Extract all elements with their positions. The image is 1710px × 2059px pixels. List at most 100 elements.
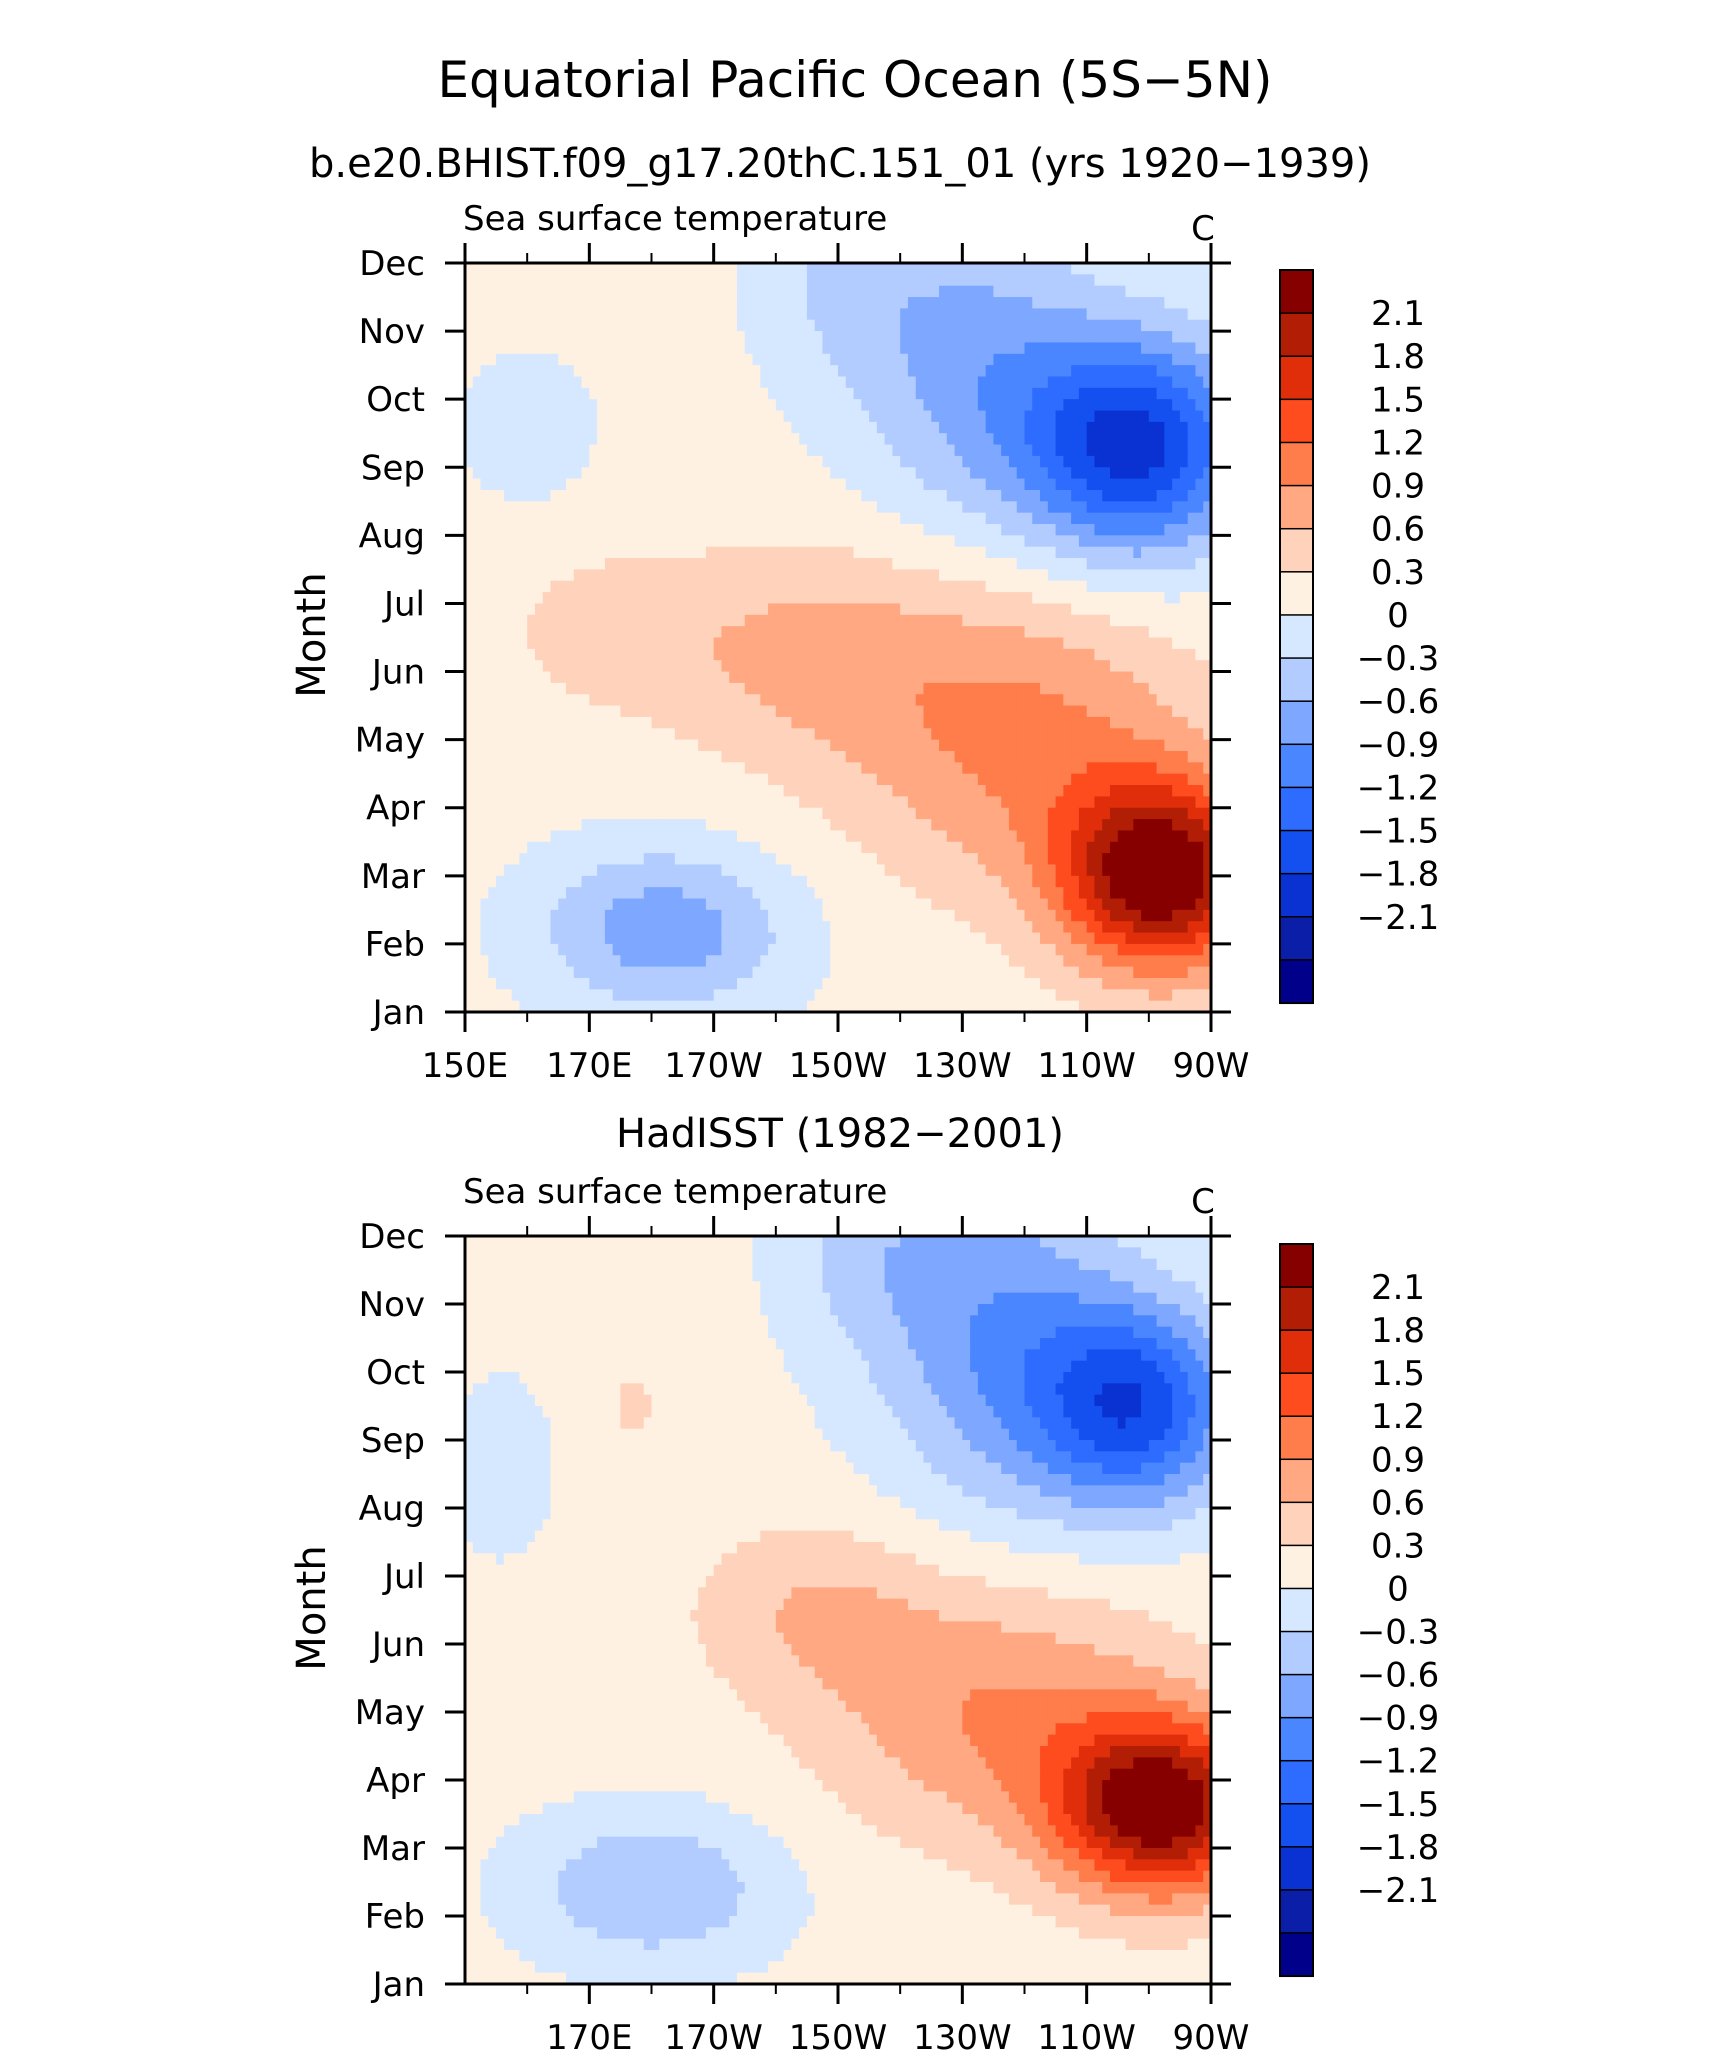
contour-cell: [752, 819, 761, 832]
contour-cell: [752, 512, 761, 525]
contour-cell: [791, 467, 800, 480]
contour-cell: [674, 410, 684, 423]
contour-cell: [775, 762, 785, 775]
contour-cell: [744, 558, 754, 571]
contour-cell: [558, 308, 567, 321]
contour-cell: [651, 421, 660, 434]
contour-cell: [861, 376, 870, 389]
contour-cell: [970, 342, 979, 355]
contour-cell: [729, 592, 738, 605]
contour-cell: [527, 614, 536, 627]
contour-cell: [1125, 467, 1134, 480]
contour-cell: [628, 331, 637, 344]
contour-cell: [1179, 592, 1189, 605]
contour-cell: [768, 342, 777, 355]
contour-cell: [1164, 512, 1173, 525]
contour-cell: [465, 592, 474, 605]
contour-cell: [1032, 728, 1041, 741]
contour-cell: [721, 614, 730, 627]
contour-cell: [620, 682, 629, 695]
contour-cell: [853, 830, 862, 843]
contour-cell: [993, 410, 1002, 423]
contour-cell: [799, 421, 808, 434]
contour-cell: [1125, 524, 1134, 536]
contour-cell: [635, 444, 645, 457]
contour-cell: [1172, 580, 1181, 593]
contour-cell: [1071, 739, 1080, 752]
contour-cell: [830, 489, 839, 502]
contour-cell: [1047, 626, 1057, 639]
contour-cell: [1055, 535, 1064, 548]
contour-cell: [604, 501, 614, 514]
contour-cell: [775, 467, 785, 480]
contour-cell: [581, 830, 590, 843]
contour-cell: [838, 648, 847, 661]
contour-cell: [884, 421, 893, 434]
contour-cell: [760, 455, 769, 468]
contour-cell: [939, 274, 948, 287]
contour-cell: [643, 819, 653, 832]
contour-cell: [1141, 353, 1150, 366]
contour-cell: [1125, 819, 1134, 832]
contour-cell: [1102, 773, 1111, 786]
contour-cell: [1187, 353, 1197, 366]
contour-cell: [713, 750, 723, 763]
contour-cell: [799, 535, 808, 548]
contour-cell: [1195, 308, 1204, 321]
contour-cell: [1094, 444, 1103, 457]
contour-cell: [853, 773, 862, 786]
contour-cell: [534, 342, 544, 355]
contour-cell: [550, 671, 559, 684]
contour-cell: [635, 524, 645, 536]
contour-cell: [1094, 728, 1103, 741]
contour-cell: [830, 660, 839, 673]
contour-cell: [900, 569, 909, 582]
contour-cell: [503, 614, 513, 627]
contour-cell: [1203, 819, 1212, 832]
contour-cell: [915, 614, 925, 627]
contour-cell: [604, 671, 614, 684]
contour-cell: [760, 569, 769, 582]
contour-cell: [604, 841, 614, 854]
contour-cell: [876, 819, 886, 832]
contour-cell: [472, 580, 482, 593]
contour-cell: [1109, 841, 1119, 854]
contour-cell: [884, 807, 893, 820]
contour-cell: [1109, 580, 1119, 593]
contour-cell: [659, 433, 668, 446]
contour-cell: [1032, 274, 1041, 287]
contour-cell: [1032, 535, 1041, 548]
contour-cell: [496, 455, 505, 468]
contour-cell: [1179, 728, 1189, 741]
contour-cell: [993, 637, 1002, 650]
contour-cell: [1071, 478, 1080, 491]
contour-cell: [589, 524, 598, 536]
contour-cell: [643, 365, 653, 378]
contour-cell: [643, 501, 653, 514]
contour-cell: [954, 467, 963, 480]
contour-cell: [1032, 671, 1041, 684]
contour-cell: [869, 603, 878, 616]
contour-cell: [1179, 739, 1189, 752]
contour-cell: [534, 501, 544, 514]
contour-cell: [1094, 421, 1103, 434]
contour-cell: [962, 399, 971, 412]
contour-cell: [900, 626, 909, 639]
contour-cell: [822, 444, 831, 457]
contour-cell: [845, 716, 855, 729]
contour-cell: [690, 762, 699, 775]
contour-cell: [900, 331, 909, 344]
contour-cell: [1164, 546, 1173, 559]
contour-cell: [814, 399, 824, 412]
contour-cell: [1133, 819, 1142, 832]
contour-cell: [1109, 671, 1119, 684]
contour-cell: [946, 455, 956, 468]
contour-cell: [993, 614, 1002, 627]
contour-cell: [1148, 387, 1158, 400]
contour-cell: [869, 478, 878, 491]
contour-cell: [1040, 285, 1049, 298]
contour-cell: [558, 626, 567, 639]
contour-cell: [775, 285, 785, 298]
contour-cell: [659, 648, 668, 661]
contour-cell: [682, 739, 691, 752]
